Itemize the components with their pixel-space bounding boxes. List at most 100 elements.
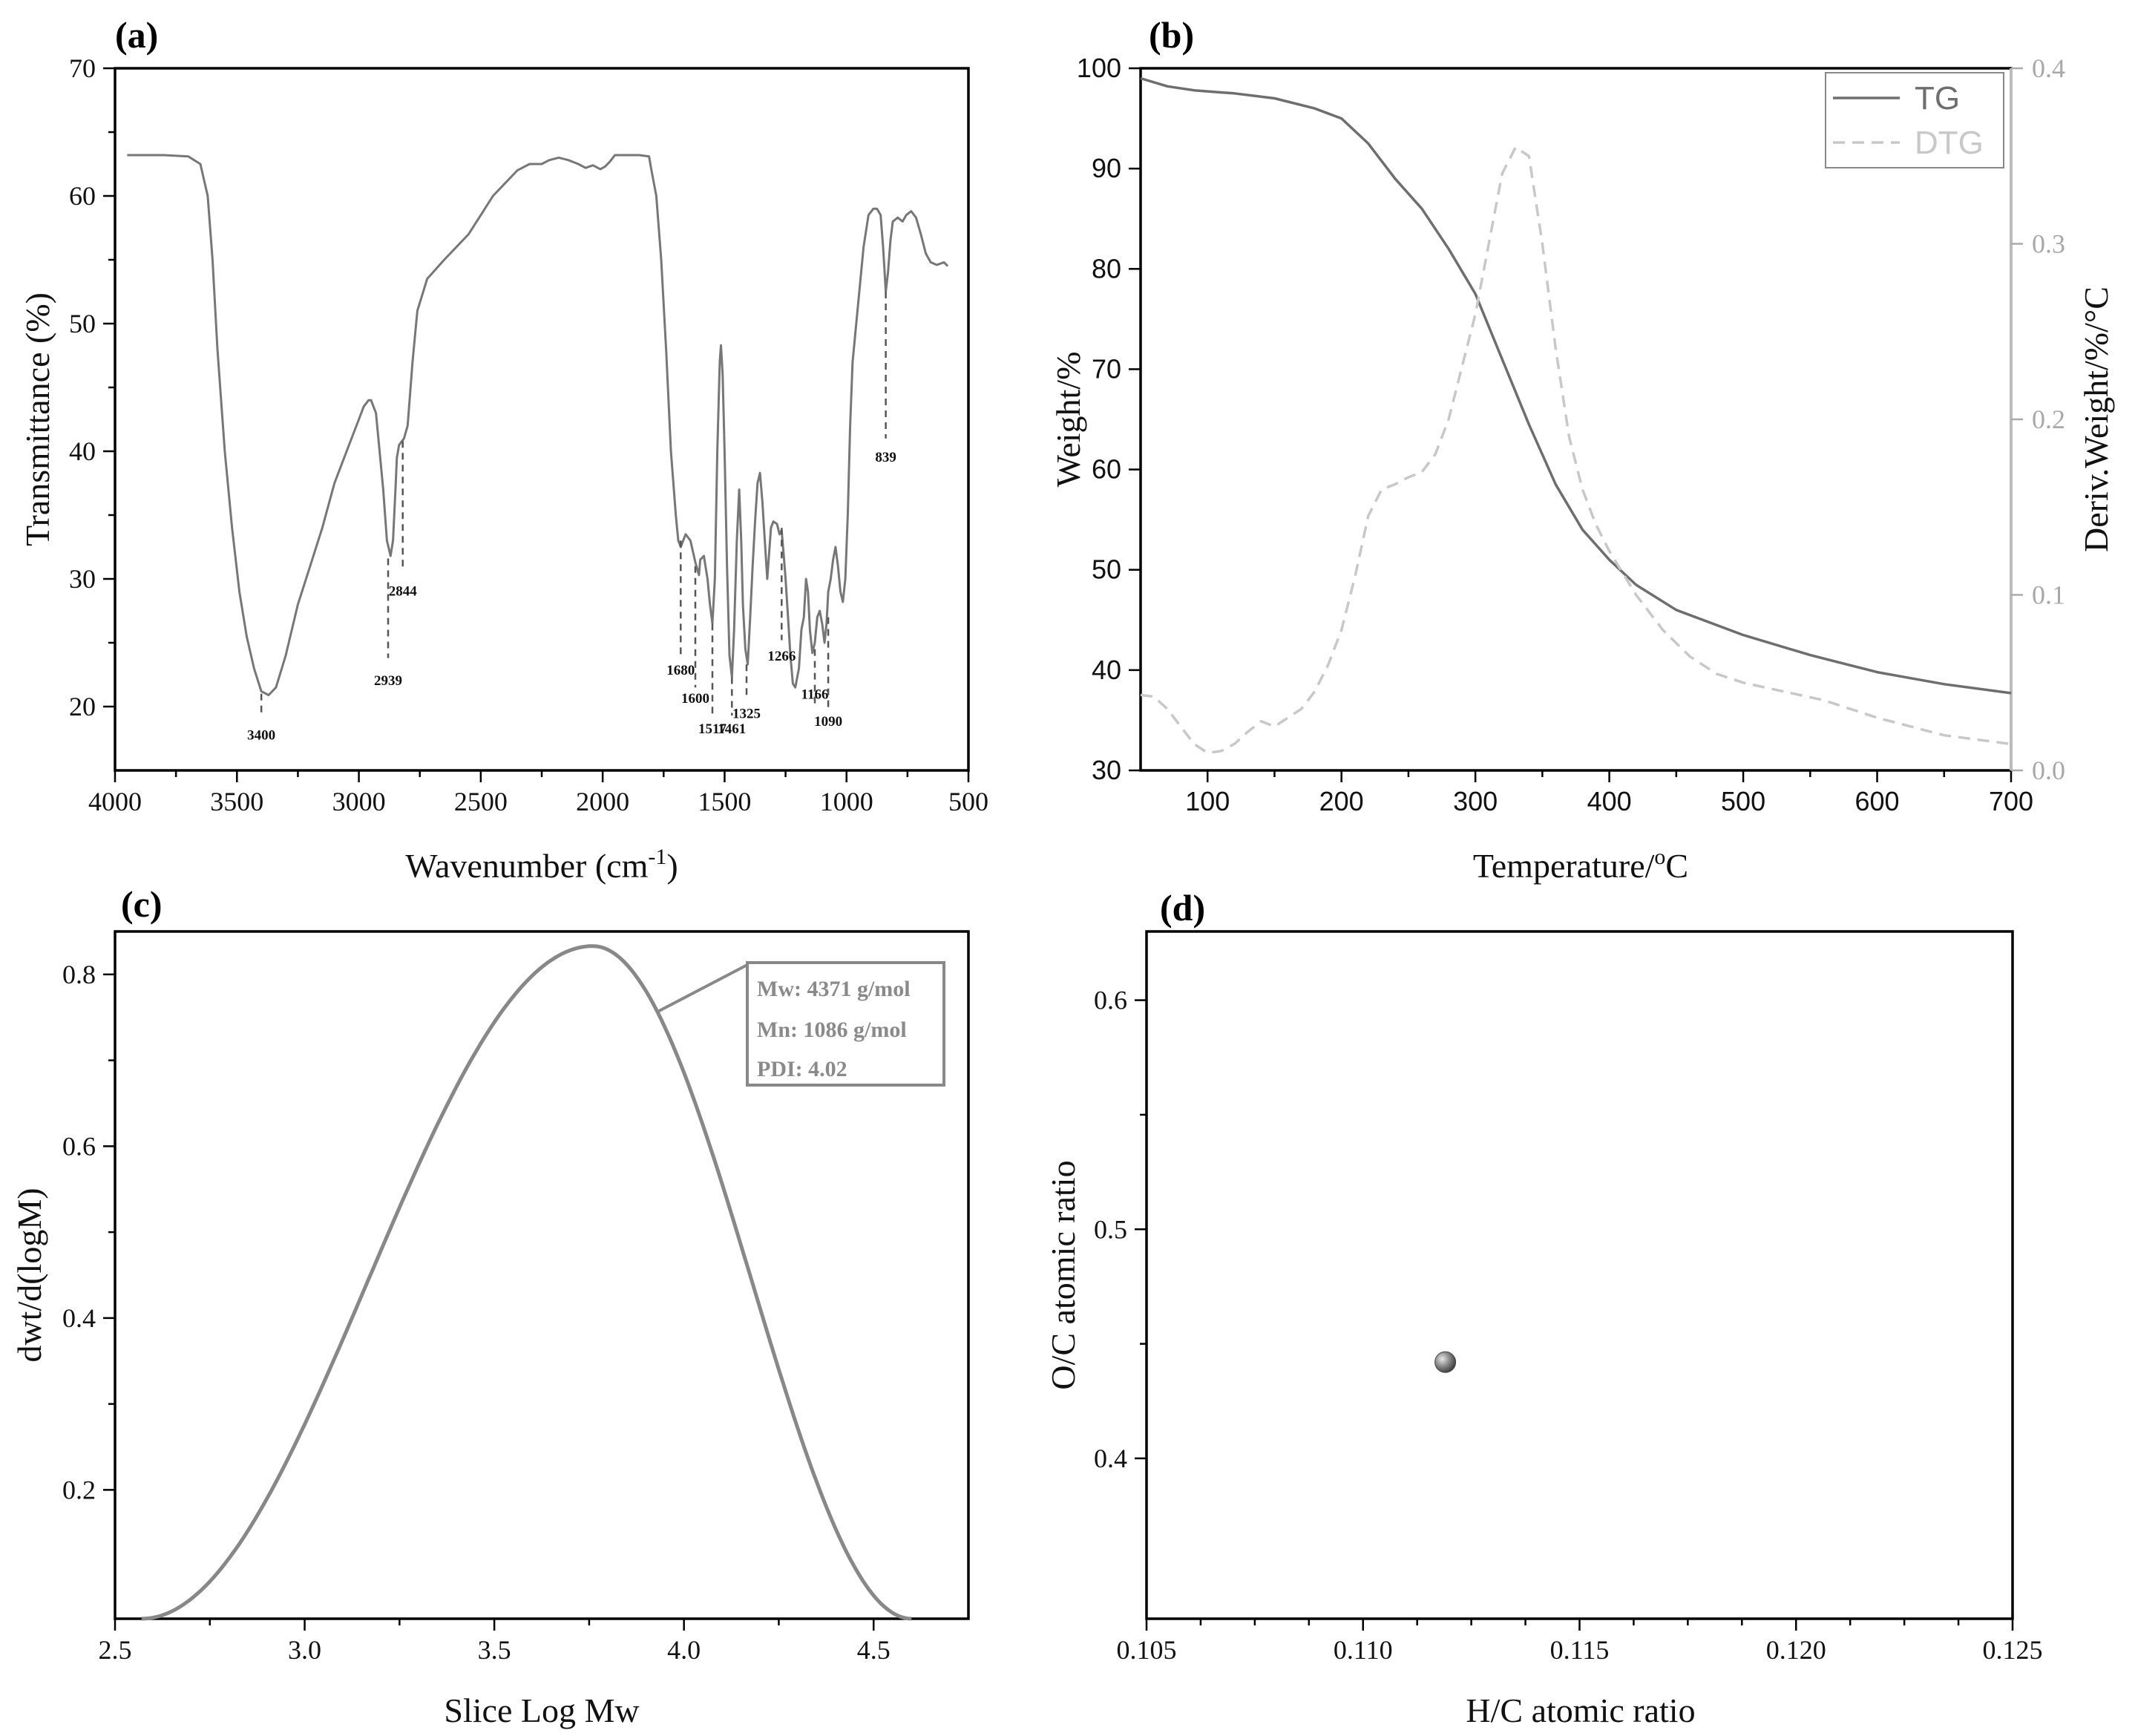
x-tick-label: 3.0 [288, 1635, 321, 1665]
x-tick-label: 4.0 [667, 1635, 701, 1665]
y-tick-label: 0.4 [1094, 1444, 1127, 1473]
peak-label-1517: 1517 [698, 721, 727, 737]
y-tick-label: 80 [1092, 253, 1121, 284]
y-tick-label: 60 [1092, 454, 1121, 485]
panel-d-frame [1145, 930, 2014, 1620]
panel-c-frame [114, 930, 970, 1620]
x-tick-label: 600 [1854, 786, 1899, 816]
panel-d-label: (d) [1160, 887, 1205, 928]
panel-d-y-axis-label: O/C atomic ratio [1044, 1160, 1082, 1389]
x-tick-label: 400 [1587, 786, 1632, 816]
peak-label-1461: 1461 [718, 721, 746, 737]
series-tg-line [1140, 76, 2012, 695]
panel-d-series [1434, 1351, 1457, 1373]
x-tick-label: 500 [1721, 786, 1765, 816]
x-tick-label: 2500 [454, 787, 508, 816]
peak-label-1680: 1680 [666, 663, 695, 678]
x-tick-label: 1000 [820, 787, 873, 816]
panel-c-label: (c) [121, 883, 163, 925]
panel-b-legend: TG DTG [1825, 72, 2004, 168]
panel-b-frame [1139, 67, 2013, 772]
y-tick-label: 50 [69, 309, 96, 338]
y-tick-label: 0.8 [62, 960, 96, 989]
legend-dtg-label: DTG [1915, 125, 1984, 161]
panel-c-legend: Mw: 4371 g/mol Mn: 1086 g/mol PDI: 4.02 [656, 961, 945, 1087]
x-tick-label: 0.105 [1117, 1635, 1177, 1665]
panel-b-series [1140, 76, 2012, 755]
y-tick-label: 50 [1092, 554, 1121, 585]
panel-b-y-axis-label: Weight/% [1049, 352, 1087, 488]
panel-c-y-axis-label: dwt/d(logM) [10, 1188, 48, 1362]
y-tick-label: 0.5 [1094, 1214, 1127, 1244]
panel-b-x-axis-label: Temperature/oC [1473, 845, 1688, 885]
peak-label-1090: 1090 [814, 714, 842, 730]
panel-c-legend-box [746, 961, 945, 1087]
x-tick-label: 300 [1453, 786, 1498, 816]
panel-c-x-axis-label: Slice Log Mw [444, 1691, 640, 1729]
x-tick-label: 2.5 [99, 1635, 132, 1665]
y2-tick-label: 0.2 [2032, 404, 2065, 434]
panel-b-ticks: 100 200 300 400 500 600 700 30 40 50 60 70 80 90 100 0.… [1077, 53, 2065, 816]
y-tick-label: 30 [1092, 755, 1121, 785]
y2-tick-label: 0.0 [2032, 756, 2065, 785]
ftir-spectrum-line [127, 154, 949, 696]
x-tick-label: 100 [1185, 786, 1230, 816]
y-tick-label: 40 [69, 436, 96, 466]
peak-label-839: 839 [875, 450, 896, 465]
x-tick-label: 0.125 [1983, 1635, 2043, 1665]
x-tick-label: 3000 [332, 787, 386, 816]
panel-d-ticks: 0.105 0.110 0.115 0.120 0.125 0.4 0.5 0.6 [1094, 986, 2043, 1665]
panel-c-ticks: 2.5 3.0 3.5 4.0 4.5 0.2 0.4 0.6 0.8 [62, 960, 891, 1665]
legend-mn: Mn: 1086 g/mol [757, 1018, 907, 1042]
x-tick-label: 0.115 [1550, 1635, 1610, 1665]
panel-b-y2-axis-label: Deriv.Weight/%/°C [2077, 286, 2115, 552]
x-tick-label: 500 [948, 787, 988, 816]
panel-b-thermogravimetric-chart: (b) 100 200 300 400 500 600 700304050607080901… [1049, 14, 2115, 885]
legend-pointer-line [656, 963, 748, 1013]
panel-a-frame [114, 67, 970, 772]
y-tick-label: 30 [69, 564, 96, 594]
panel-a-label: (a) [115, 14, 158, 56]
x-tick-label: 0.120 [1766, 1635, 1826, 1665]
peak-label-1266: 1266 [767, 649, 796, 664]
panel-b-label: (b) [1149, 14, 1194, 56]
x-tick-label: 3500 [210, 787, 263, 816]
y-tick-label: 60 [69, 181, 96, 211]
panel-a-y-axis-label: Transmittance (%) [19, 292, 56, 546]
legend-mw: Mw: 4371 g/mol [757, 977, 911, 1001]
y-tick-label: 70 [69, 53, 96, 83]
x-tick-label: 0.110 [1334, 1635, 1393, 1665]
y2-tick-label: 0.3 [2032, 229, 2065, 259]
y2-tick-label: 0.1 [2032, 580, 2065, 610]
mwd-curve-line [141, 944, 912, 1621]
peak-label-3400: 3400 [247, 728, 275, 744]
panel-a-series [127, 154, 949, 696]
x-tick-label: 2000 [576, 787, 629, 816]
peak-label-1166: 1166 [801, 687, 829, 703]
y-tick-label: 0.4 [62, 1303, 96, 1333]
y-tick-label: 40 [1092, 655, 1121, 685]
peak-label-2939: 2939 [374, 673, 402, 689]
y-tick-label: 0.2 [62, 1475, 96, 1504]
y-tick-label: 70 [1092, 353, 1121, 384]
x-tick-label: 3.5 [478, 1635, 511, 1665]
y-tick-label: 20 [69, 692, 96, 721]
series-dtg-line [1140, 145, 2012, 755]
x-tick-label: 700 [1989, 786, 2033, 816]
legend-tg-label: TG [1915, 80, 1960, 117]
y-tick-label: 0.6 [1094, 986, 1127, 1015]
peak-label-1325: 1325 [732, 706, 761, 721]
peak-label-1600: 1600 [681, 691, 709, 707]
y-tick-label: 0.6 [62, 1131, 96, 1161]
x-tick-label: 4.5 [857, 1635, 891, 1665]
x-tick-label: 4000 [88, 787, 142, 816]
peak-label-2844: 2844 [389, 583, 418, 599]
panel-a-ftir-chart: (a) 4000 3500 3000 2500 2000 1500 1000 50020304… [19, 14, 988, 885]
panel-b-legend-box [1825, 72, 2004, 168]
panel-c-series [141, 944, 912, 1621]
panel-c-molecular-weight-chart: (c) 2.5 3.0 3.5 4.0 4.5 0.2 0.4 0.6 0.8 Mw: 4371… [10, 883, 970, 1729]
panel-d-x-axis-label: H/C atomic ratio [1466, 1691, 1695, 1729]
y2-tick-label: 0.4 [2032, 53, 2065, 83]
panel-d-atomic-ratio-chart: (d) 0.105 0.110 0.115 0.120 0.125 0.4 0.5 0.6 H… [1044, 887, 2043, 1729]
